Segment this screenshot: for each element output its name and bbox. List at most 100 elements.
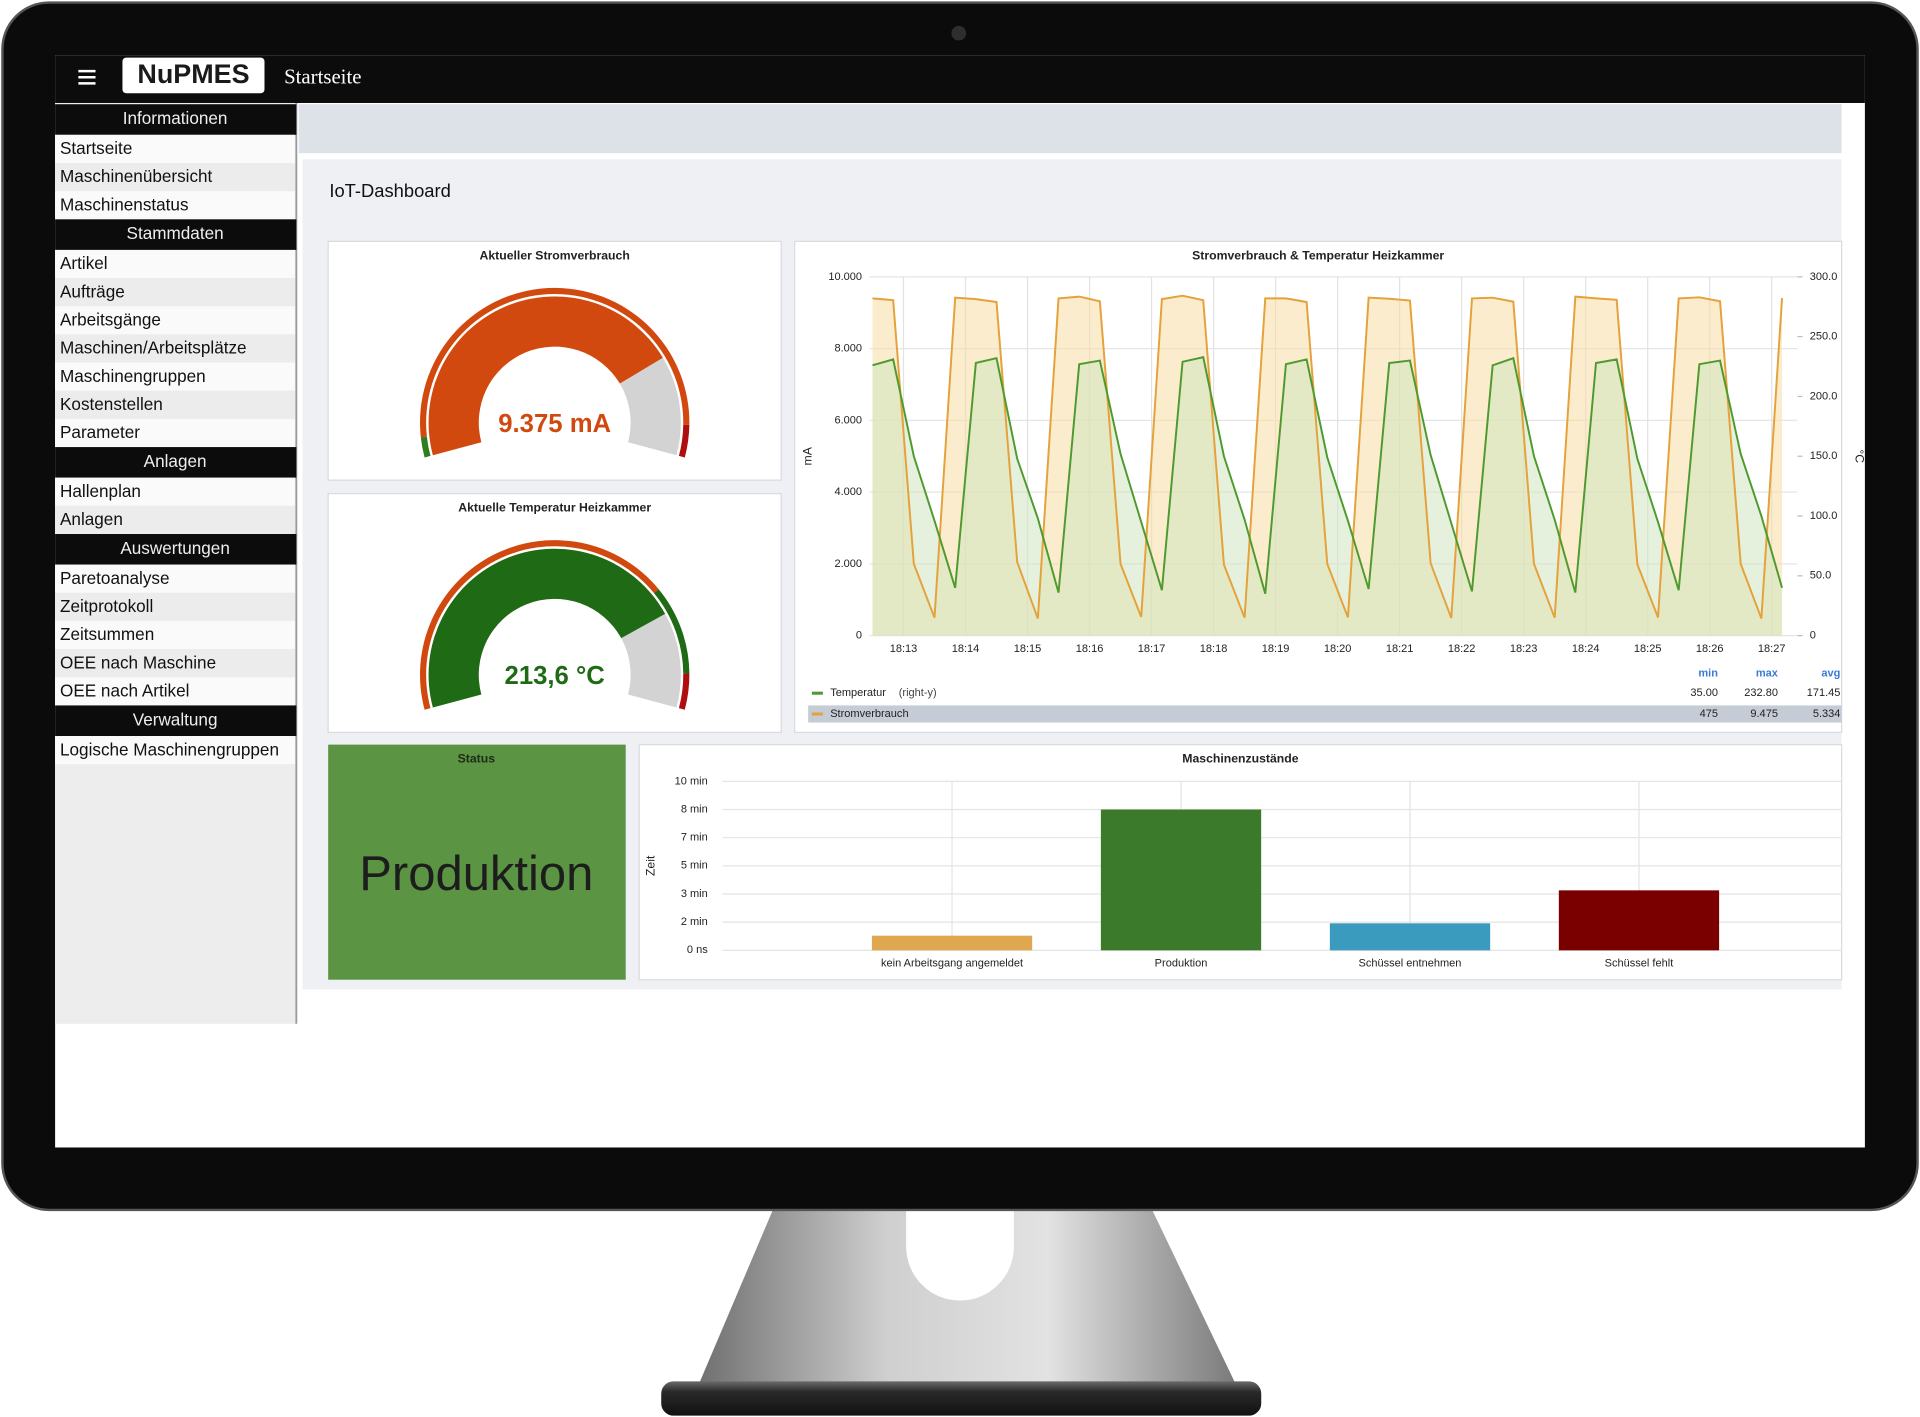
- legend-stat: 5.334: [1813, 708, 1841, 720]
- menu-item-label[interactable]: Logische Maschinengruppen: [60, 739, 279, 759]
- x-tick-label: 18:25: [1634, 643, 1662, 655]
- logo-box[interactable]: [122, 57, 265, 94]
- header-band: [298, 104, 1842, 154]
- menu-item-label[interactable]: OEE nach Artikel: [60, 681, 189, 701]
- menu-item[interactable]: [55, 306, 296, 335]
- menu-item-label[interactable]: Zeitsummen: [60, 624, 154, 644]
- menu-item[interactable]: [55, 564, 296, 593]
- y2-tick-label: 50.0: [1810, 570, 1831, 582]
- section-header: [55, 104, 297, 135]
- neck-cutout: [906, 1207, 1014, 1301]
- menu-item[interactable]: [55, 620, 296, 650]
- panel-title: Maschinenzustände: [1182, 752, 1298, 766]
- panel-title: Aktueller Stromverbrauch: [480, 248, 630, 262]
- gauge-value: 213,6 °C: [505, 662, 605, 690]
- menu-item-label[interactable]: Maschinenübersicht: [60, 166, 213, 186]
- legend-stat: 9.475: [1750, 708, 1778, 720]
- menu-item-label[interactable]: Startseite: [60, 138, 132, 158]
- menu-item-label[interactable]: Zeitprotokoll: [60, 596, 153, 616]
- series-area: [872, 357, 1783, 636]
- monitor-base: [661, 1381, 1262, 1416]
- menu-item-label[interactable]: Parameter: [60, 422, 140, 442]
- menu-item[interactable]: [55, 249, 296, 279]
- menu-item[interactable]: [55, 191, 296, 220]
- panel: [327, 492, 782, 733]
- bar: [1329, 923, 1491, 951]
- menu-item[interactable]: [55, 362, 296, 391]
- panel-title: Stromverbrauch & Temperatur Heizkammer: [1192, 248, 1444, 262]
- legend-stat: 232.80: [1744, 687, 1778, 699]
- x-tick-label: 18:17: [1138, 643, 1166, 655]
- charts: Aktueller Stromverbrauch 9.375 mA Aktuelle…: [327, 240, 1867, 981]
- logo[interactable]: NuPMES: [137, 59, 249, 89]
- section-title: Auswertungen: [120, 538, 229, 558]
- menu-item-label[interactable]: Anlagen: [60, 509, 123, 529]
- threshold-band: [678, 424, 690, 458]
- gauge-value-arc: [428, 296, 663, 456]
- legend-name[interactable]: Stromverbrauch: [830, 708, 908, 720]
- menu-item[interactable]: [55, 477, 296, 506]
- y2-tick-label: 0: [1810, 630, 1816, 642]
- legend-stat: 171.45: [1807, 687, 1841, 699]
- bar: [1558, 890, 1720, 951]
- legend-row-highlight: [808, 705, 1842, 723]
- y2-tick-label: 100.0: [1810, 510, 1838, 522]
- menu-item[interactable]: [55, 505, 296, 535]
- threshold-band: [678, 673, 690, 710]
- menu-item[interactable]: [55, 278, 296, 307]
- x-tick-label: Schüssel fehlt: [1605, 958, 1674, 970]
- legend-stat: 475: [1700, 708, 1718, 720]
- x-tick-label: 18:15: [1014, 643, 1042, 655]
- x-tick-label: Schüssel entnehmen: [1359, 958, 1462, 970]
- menu-item-label[interactable]: Artikel: [60, 253, 108, 273]
- status-panel: [328, 744, 626, 980]
- bar: [1100, 809, 1262, 951]
- y2-tick-label: 250.0: [1810, 331, 1838, 343]
- x-tick-label: 18:16: [1076, 643, 1104, 655]
- menu-item-label[interactable]: Arbeitsgänge: [60, 309, 161, 329]
- menu-item-label[interactable]: Maschinengruppen: [60, 366, 206, 386]
- menu-item[interactable]: [55, 592, 296, 621]
- gauge-value: 9.375 mA: [498, 410, 611, 438]
- y-tick-label: 3 min: [681, 888, 708, 900]
- menu-item[interactable]: [55, 736, 296, 765]
- y-tick-label: 5 min: [681, 860, 708, 872]
- menu-item-label[interactable]: Kostenstellen: [60, 394, 163, 414]
- x-tick-label: 18:19: [1262, 643, 1290, 655]
- status-title: Status: [458, 752, 496, 766]
- menu-item[interactable]: [55, 677, 296, 706]
- menu-button[interactable]: [71, 63, 103, 94]
- section-header: [55, 219, 297, 250]
- menu-item[interactable]: [55, 418, 296, 448]
- x-tick-label: 18:26: [1696, 643, 1724, 655]
- panel-title: Aktuelle Temperatur Heizkammer: [458, 501, 651, 515]
- menu-item-label[interactable]: OEE nach Maschine: [60, 652, 216, 672]
- menu-item[interactable]: [55, 334, 296, 363]
- menu-item-label[interactable]: Maschinen/Arbeitsplätze: [60, 338, 247, 358]
- menu-item[interactable]: [55, 649, 296, 678]
- menu-item-label[interactable]: Paretoanalyse: [60, 568, 169, 588]
- menu-item[interactable]: [55, 134, 296, 163]
- x-tick-label: 18:13: [890, 643, 918, 655]
- status-value: Produktion: [359, 847, 593, 901]
- section-header: [55, 705, 297, 737]
- menu-item-label[interactable]: Aufträge: [60, 281, 125, 301]
- menu-item-label[interactable]: Maschinenstatus: [60, 194, 189, 214]
- legend-column-header: max: [1756, 668, 1779, 680]
- y-tick-label: 2.000: [834, 558, 862, 570]
- y2-tick-label: 150.0: [1810, 450, 1838, 462]
- x-tick-label: 18:22: [1448, 643, 1476, 655]
- y-tick-label: 7 min: [681, 832, 708, 844]
- y-tick-label: 2 min: [681, 916, 708, 928]
- legend-column-header: min: [1698, 668, 1718, 680]
- threshold-band: [653, 589, 690, 674]
- y-tick-label: 10.000: [828, 271, 862, 283]
- legend-name[interactable]: Temperatur: [830, 687, 886, 699]
- menu-item[interactable]: [55, 390, 296, 419]
- section-title: Anlagen: [144, 451, 207, 471]
- menu-item[interactable]: [55, 162, 296, 192]
- y-tick-label: 10 min: [675, 775, 708, 787]
- menu-item-label[interactable]: Hallenplan: [60, 481, 141, 501]
